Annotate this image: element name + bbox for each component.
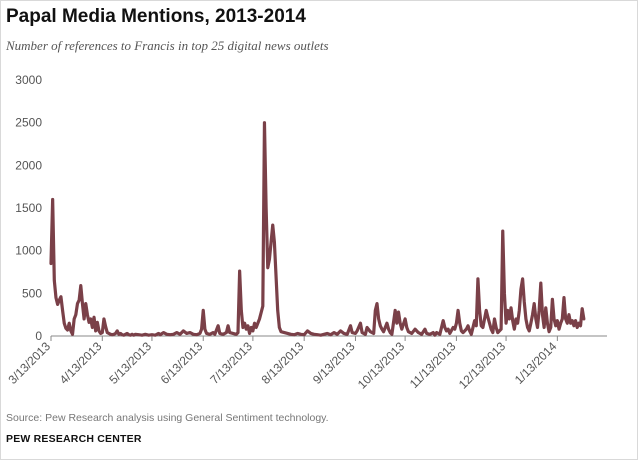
y-tick-label: 2000 xyxy=(15,158,42,172)
source-note: Source: Pew Research analysis using Gene… xyxy=(6,412,329,424)
y-axis: 0 500 1000 1500 2000 2500 3000 xyxy=(15,73,42,343)
x-tick-label: 7/13/2013 xyxy=(207,339,255,387)
x-axis: 3/13/2013 4/13/2013 5/13/2013 6/13/2013 7/13… xyxy=(5,335,607,392)
y-tick-label: 500 xyxy=(22,286,42,300)
chart-subtitle: Number of references to Francis in top 2… xyxy=(6,38,329,53)
x-tick-label: 4/13/2013 xyxy=(57,339,105,387)
y-tick-label: 3000 xyxy=(15,73,42,87)
x-tick-label: 12/13/2013 xyxy=(456,339,509,392)
x-tick-label: 8/13/2013 xyxy=(259,339,307,387)
series-line xyxy=(49,121,586,337)
x-tick-label: 10/13/2013 xyxy=(355,339,408,392)
x-tick-label: 6/13/2013 xyxy=(158,339,206,387)
x-tick-label: 3/13/2013 xyxy=(5,339,53,387)
y-tick-label: 1500 xyxy=(15,201,42,215)
x-tick-label: 5/13/2013 xyxy=(106,339,154,387)
series-layer xyxy=(49,121,586,337)
chart-title: Papal Media Mentions, 2013-2014 xyxy=(6,6,306,27)
organization-label: PEW RESEARCH CENTER xyxy=(6,433,142,445)
y-tick-label: 0 xyxy=(35,329,42,343)
x-tick-label: 11/13/2013 xyxy=(407,339,459,391)
x-tick-label: 1/13/2014 xyxy=(512,339,560,387)
y-tick-label: 2500 xyxy=(15,116,42,130)
y-tick-label: 1000 xyxy=(15,244,42,258)
x-tick-label: 9/13/2013 xyxy=(310,339,358,387)
